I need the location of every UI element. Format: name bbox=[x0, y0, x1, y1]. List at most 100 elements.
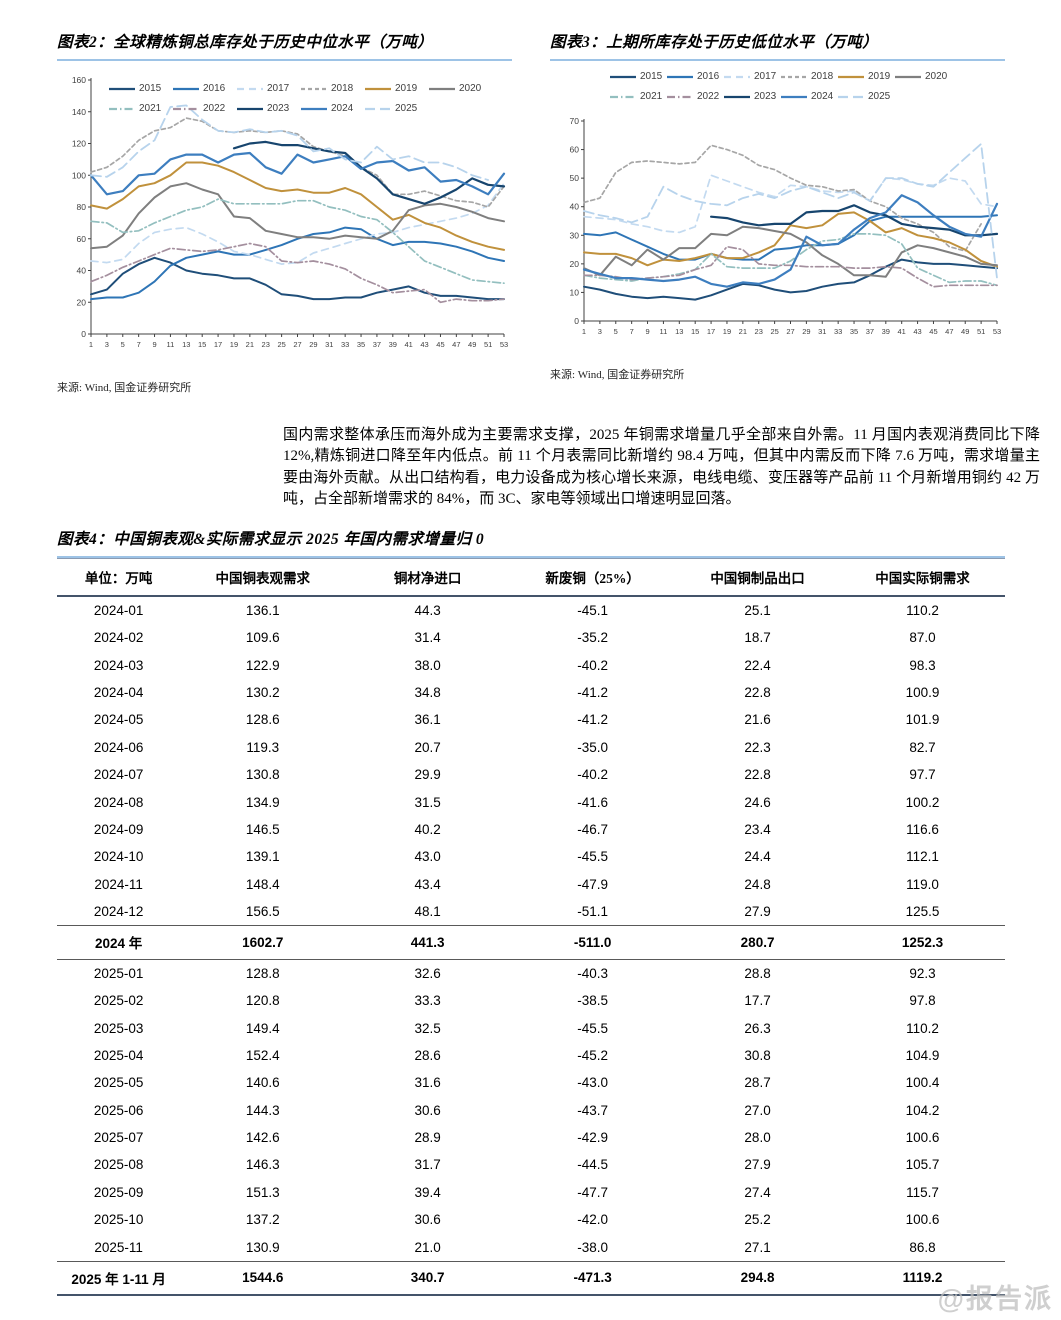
value-cell: 119.0 bbox=[906, 876, 939, 892]
legend-line-swatch bbox=[781, 95, 807, 98]
table-row-2024-05: 2024-05 128.6 36.1 -41.2 21.6 101.9 bbox=[57, 706, 1005, 733]
table-row-2024-03: 2024-03 122.9 38.0 -40.2 22.4 98.3 bbox=[57, 652, 1005, 679]
value-cell: 134.9 bbox=[245, 794, 280, 810]
series-line-2016 bbox=[583, 214, 998, 261]
value-cell: 104.2 bbox=[905, 1102, 940, 1118]
figure2-line-chart: 0 20 40 60 80 100 120 140 160 1 3 5 7 9 11 13 15 17 19 21 23… bbox=[57, 67, 512, 369]
svg-text:27: 27 bbox=[293, 340, 301, 349]
svg-text:19: 19 bbox=[230, 340, 238, 349]
svg-text:33: 33 bbox=[341, 340, 349, 349]
value-cell: -47.9 bbox=[577, 876, 608, 892]
value-cell: 144.3 bbox=[245, 1102, 280, 1118]
value-cell: -41.2 bbox=[577, 685, 608, 701]
column-header-4: 中国铜制品出口 bbox=[675, 557, 841, 597]
value-cell: 28.9 bbox=[414, 1130, 441, 1146]
value-cell: 27.1 bbox=[744, 1239, 771, 1255]
value-cell: 1252.3 bbox=[840, 925, 1005, 960]
table-row-2024-04: 2024-04 130.2 34.8 -41.2 22.8 100.9 bbox=[57, 679, 1005, 706]
value-cell: 43.0 bbox=[414, 849, 441, 865]
svg-text:15: 15 bbox=[691, 327, 699, 336]
figure3-source: 来源: Wind, 国金证券研究所 bbox=[550, 369, 685, 381]
figure3-line-chart: 0 10 20 30 40 50 60 70 1 3 5 7 9 11 13 15 17 19 21 23 25 27 29… bbox=[550, 108, 1005, 356]
series-line-2023 bbox=[710, 204, 999, 237]
value-cell: 43.4 bbox=[414, 876, 441, 892]
period-cell: 2025-08 bbox=[93, 1157, 144, 1173]
series-line-2022 bbox=[90, 242, 505, 304]
charts-row: 图表2：全球精炼铜总库存处于历史中位水平（万吨） 0 20 40 60 80 100 120… bbox=[57, 30, 1005, 395]
svg-text:10: 10 bbox=[570, 287, 580, 297]
value-cell: 24.4 bbox=[744, 849, 771, 865]
column-header-2: 铜材净进口 bbox=[345, 557, 511, 597]
legend-item-2023: 2023 bbox=[237, 103, 301, 114]
value-cell: 22.4 bbox=[744, 657, 771, 673]
value-cell: -40.2 bbox=[577, 767, 608, 783]
period-cell: 2025-11 bbox=[94, 1239, 143, 1255]
svg-text:23: 23 bbox=[262, 340, 270, 349]
value-cell: 100.6 bbox=[905, 1212, 940, 1228]
value-cell: 30.6 bbox=[414, 1102, 441, 1118]
series-line-2015 bbox=[90, 256, 505, 301]
series-line-2025 bbox=[583, 143, 998, 279]
legend-label: 2025 bbox=[395, 103, 418, 114]
svg-text:49: 49 bbox=[468, 340, 476, 349]
table-row-2025-05: 2025-05 140.6 31.6 -43.0 28.7 100.4 bbox=[57, 1069, 1005, 1096]
value-cell: -45.2 bbox=[577, 1047, 608, 1063]
value-cell: 115.7 bbox=[906, 1184, 939, 1200]
value-cell: 280.7 bbox=[675, 925, 841, 960]
value-cell: 100.6 bbox=[905, 1130, 940, 1146]
value-cell: -41.6 bbox=[577, 794, 608, 810]
value-cell: 97.7 bbox=[909, 767, 936, 783]
value-cell: 32.6 bbox=[414, 965, 441, 981]
value-cell: 31.5 bbox=[414, 794, 441, 810]
svg-text:47: 47 bbox=[452, 340, 460, 349]
svg-text:29: 29 bbox=[802, 327, 810, 336]
column-header-3: 新废铜（25%） bbox=[510, 557, 676, 597]
svg-text:0: 0 bbox=[574, 316, 579, 326]
value-cell: 21.0 bbox=[414, 1239, 441, 1255]
period-cell: 2025-02 bbox=[93, 993, 144, 1009]
period-cell: 2024-06 bbox=[93, 739, 144, 755]
period-cell: 2024-08 bbox=[93, 794, 144, 810]
value-cell: 21.6 bbox=[744, 712, 771, 728]
legend-line-swatch bbox=[429, 87, 455, 90]
value-cell: -45.5 bbox=[577, 1020, 608, 1036]
value-cell: 24.6 bbox=[744, 794, 771, 810]
value-cell: 20.7 bbox=[414, 739, 441, 755]
legend-item-2024: 2024 bbox=[781, 91, 838, 102]
svg-text:47: 47 bbox=[945, 327, 953, 336]
svg-text:39: 39 bbox=[389, 340, 397, 349]
legend-item-2018: 2018 bbox=[781, 71, 838, 82]
value-cell: 125.5 bbox=[905, 904, 940, 920]
legend-label: 2017 bbox=[267, 83, 290, 94]
legend-label: 2022 bbox=[203, 103, 226, 114]
svg-text:5: 5 bbox=[121, 340, 125, 349]
svg-text:27: 27 bbox=[786, 327, 794, 336]
series-line-2021 bbox=[90, 198, 505, 285]
value-cell: 116.6 bbox=[906, 821, 939, 837]
value-cell: -43.0 bbox=[577, 1075, 608, 1091]
value-cell: -45.5 bbox=[577, 849, 608, 865]
legend-line-swatch bbox=[301, 107, 327, 110]
legend-item-2025: 2025 bbox=[365, 103, 429, 114]
value-cell: 104.9 bbox=[905, 1047, 940, 1063]
svg-text:21: 21 bbox=[739, 327, 747, 336]
legend-label: 2016 bbox=[697, 71, 720, 82]
value-cell: 30.6 bbox=[414, 1212, 441, 1228]
value-cell: 148.4 bbox=[245, 876, 280, 892]
legend-item-2015: 2015 bbox=[109, 83, 173, 94]
value-cell: 1602.7 bbox=[180, 925, 346, 960]
value-cell: 100.2 bbox=[905, 794, 940, 810]
value-cell: 122.9 bbox=[245, 657, 280, 673]
period-cell: 2024-01 bbox=[93, 602, 144, 618]
column-header-5: 中国实际铜需求 bbox=[840, 557, 1005, 597]
svg-text:37: 37 bbox=[866, 327, 874, 336]
value-cell: 44.3 bbox=[414, 602, 441, 618]
legend-label: 2016 bbox=[203, 83, 226, 94]
value-cell: 98.3 bbox=[909, 657, 936, 673]
period-cell: 2024-07 bbox=[93, 767, 144, 783]
period-cell: 2024-11 bbox=[94, 876, 143, 892]
svg-text:21: 21 bbox=[246, 340, 254, 349]
value-cell: 101.9 bbox=[905, 712, 940, 728]
series-line-2019 bbox=[583, 211, 998, 268]
